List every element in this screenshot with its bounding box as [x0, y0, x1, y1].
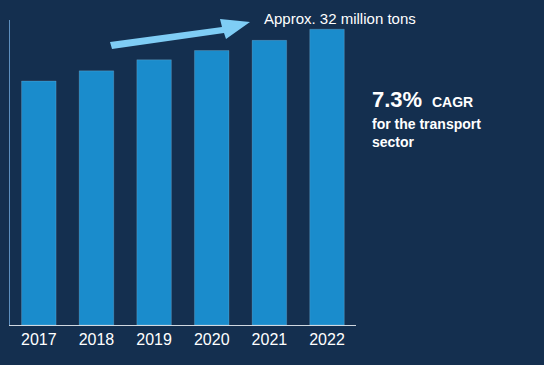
svg-text:Approx. 32 million tons: Approx. 32 million tons [264, 10, 416, 27]
svg-text:2020: 2020 [194, 331, 230, 348]
svg-text:2017: 2017 [21, 331, 57, 348]
svg-text:CAGR: CAGR [432, 94, 473, 110]
svg-text:2022: 2022 [309, 331, 345, 348]
svg-text:2018: 2018 [79, 331, 115, 348]
svg-text:2019: 2019 [136, 331, 172, 348]
svg-text:for the transportsector: for the transportsector [372, 116, 481, 150]
svg-text:2021: 2021 [252, 331, 288, 348]
svg-text:7.3%: 7.3% [372, 87, 422, 112]
